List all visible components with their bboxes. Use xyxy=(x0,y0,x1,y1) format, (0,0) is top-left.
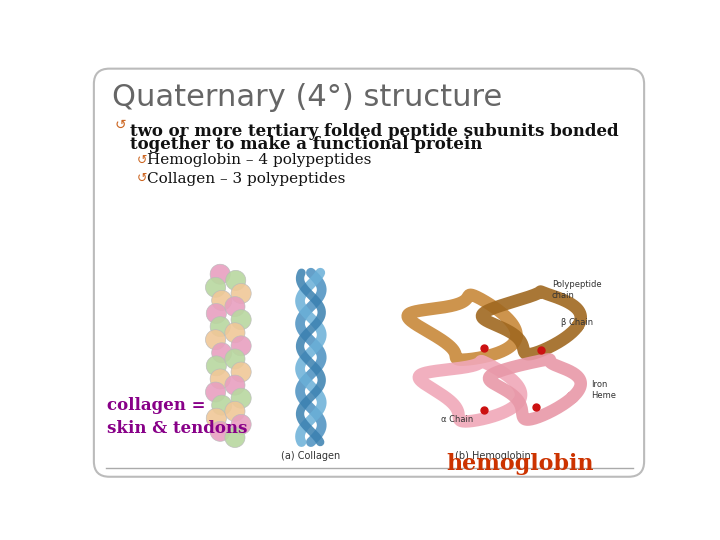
Text: ↺: ↺ xyxy=(114,118,127,132)
Text: Quaternary (4°) structure: Quaternary (4°) structure xyxy=(112,83,502,112)
Circle shape xyxy=(206,356,226,376)
Circle shape xyxy=(212,395,232,415)
Text: β Chain: β Chain xyxy=(561,318,593,327)
Circle shape xyxy=(231,309,251,330)
Circle shape xyxy=(212,291,232,310)
Circle shape xyxy=(231,284,251,303)
FancyBboxPatch shape xyxy=(94,69,644,477)
Text: Iron: Iron xyxy=(591,380,608,389)
Circle shape xyxy=(206,303,226,323)
Circle shape xyxy=(225,323,245,343)
Circle shape xyxy=(205,278,225,298)
Circle shape xyxy=(225,428,245,448)
Text: together to make a functional protein: together to make a functional protein xyxy=(130,137,482,153)
Circle shape xyxy=(231,362,251,382)
Circle shape xyxy=(225,349,245,369)
Text: collagen =
skin & tendons: collagen = skin & tendons xyxy=(107,397,248,437)
Circle shape xyxy=(210,369,230,389)
Circle shape xyxy=(231,336,251,356)
Circle shape xyxy=(225,375,245,395)
Text: Heme: Heme xyxy=(591,392,616,400)
Circle shape xyxy=(205,382,225,402)
Circle shape xyxy=(210,316,230,336)
Circle shape xyxy=(210,264,230,284)
Circle shape xyxy=(206,408,226,428)
Text: hemoglobin: hemoglobin xyxy=(446,453,594,475)
Text: (a) Collagen: (a) Collagen xyxy=(282,451,341,461)
Text: (b) Hemoglobin: (b) Hemoglobin xyxy=(455,451,531,461)
Circle shape xyxy=(225,271,246,291)
Text: two or more tertiary folded peptide subunits bonded: two or more tertiary folded peptide subu… xyxy=(130,123,619,139)
Text: Polypeptide
chain: Polypeptide chain xyxy=(552,280,601,300)
Text: α Chain: α Chain xyxy=(441,415,473,423)
Text: Hemoglobin – 4 polypeptides: Hemoglobin – 4 polypeptides xyxy=(148,153,372,167)
Text: ↺: ↺ xyxy=(137,172,147,185)
Circle shape xyxy=(231,388,251,408)
Circle shape xyxy=(231,414,251,434)
Text: Collagen – 3 polypeptides: Collagen – 3 polypeptides xyxy=(148,172,346,186)
Circle shape xyxy=(210,421,230,441)
Text: ↺: ↺ xyxy=(137,154,147,167)
Circle shape xyxy=(205,330,225,350)
Circle shape xyxy=(212,343,232,363)
Circle shape xyxy=(225,296,245,316)
Circle shape xyxy=(225,401,245,421)
